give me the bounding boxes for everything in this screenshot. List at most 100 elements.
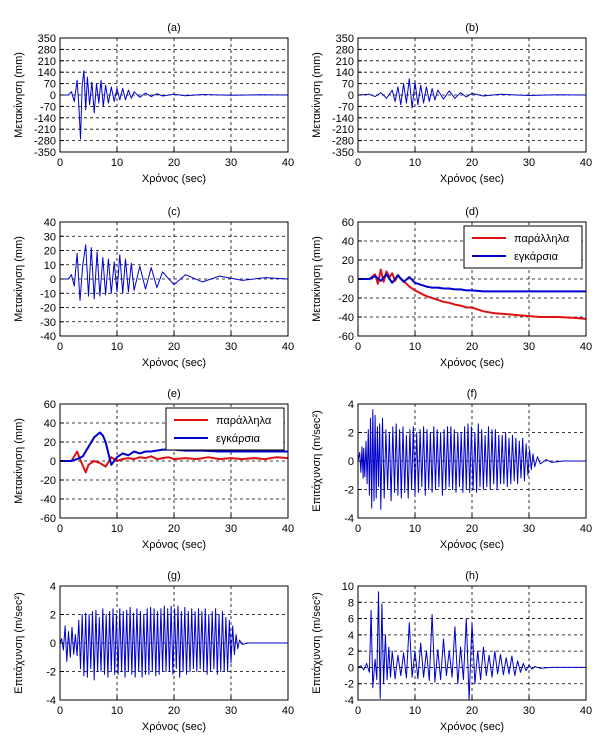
y-tick-label: 0	[348, 456, 354, 468]
chart-c: (c) 0 10 20 30 40 -40 -30 -20 -10 0 10 20 30 40 Χρόνος …	[13, 206, 294, 369]
x-tick-label: 10	[409, 341, 421, 353]
series-line-1	[60, 605, 288, 681]
x-tick-label: 20	[168, 157, 180, 169]
x-tick-label: 40	[282, 157, 294, 169]
y-tick-label: 8	[348, 597, 354, 609]
y-tick-label: 350	[336, 33, 354, 45]
series-line-1	[358, 591, 586, 700]
y-tick-label: -210	[332, 124, 354, 136]
chart-g: (g) 0 10 20 30 40 -4 -2 0 2 4 Χρόνος (sec) Επιτάχυνσ…	[13, 570, 294, 733]
x-tick-label: 20	[466, 523, 478, 535]
x-tick-label: 10	[111, 705, 123, 717]
y-tick-label: -60	[338, 331, 354, 343]
chart-title: (h)	[465, 570, 478, 582]
x-tick-label: 40	[580, 157, 592, 169]
x-tick-label: 20	[168, 523, 180, 535]
y-tick-label: 280	[336, 44, 354, 56]
y-tick-label: 0	[348, 274, 354, 286]
x-tick-label: 10	[111, 523, 123, 535]
chart-title: (b)	[465, 22, 478, 34]
series-line-παράλληλα	[60, 450, 288, 474]
y-tick-label: 20	[44, 246, 56, 258]
y-tick-label: 30	[44, 231, 56, 243]
y-tick-label: -2	[46, 667, 56, 679]
y-axis-label: Επιτάχυνση (m/sec²)	[311, 410, 323, 512]
y-tick-label: 0	[50, 90, 56, 102]
legend-box	[165, 407, 285, 451]
x-tick-label: 40	[580, 523, 592, 535]
x-tick-label: 40	[282, 523, 294, 535]
y-tick-label: -20	[338, 293, 354, 305]
y-tick-label: 6	[348, 614, 354, 626]
chart-title: (f)	[467, 388, 477, 400]
x-tick-label: 30	[225, 705, 237, 717]
x-tick-label: 20	[466, 705, 478, 717]
legend: παράλληλα εγκάρσια	[463, 225, 583, 269]
y-tick-label: 20	[44, 437, 56, 449]
y-axis-label: Μετακίνηση (mm)	[13, 236, 25, 322]
y-tick-label: 10	[44, 260, 56, 272]
y-tick-label: 0	[50, 638, 56, 650]
y-tick-label: 0	[348, 662, 354, 674]
y-tick-label: 280	[38, 44, 56, 56]
chart-title: (a)	[167, 22, 180, 34]
y-tick-label: 60	[342, 217, 354, 229]
y-tick-label: 0	[50, 274, 56, 286]
chart-d: (d) 0 10 20 30 40 -60 -40 -20 0 20 40 60 Χρόνος (sec)…	[311, 206, 592, 369]
x-tick-label: 30	[523, 157, 535, 169]
x-axis-label: Χρόνος (sec)	[142, 721, 206, 733]
x-axis-label: Χρόνος (sec)	[440, 173, 504, 185]
x-tick-label: 20	[466, 157, 478, 169]
y-tick-label: -280	[332, 136, 354, 148]
series-line-1	[60, 244, 288, 301]
chart-title: (c)	[168, 206, 181, 218]
x-axis-label: Χρόνος (sec)	[142, 173, 206, 185]
chart-e: (e) 0 10 20 30 40 -60 -40 -20 0 20 40 60 Χρόνος (sec)…	[13, 388, 294, 551]
y-axis-label: Μετακίνηση (mm)	[311, 52, 323, 138]
y-tick-label: 210	[38, 56, 56, 68]
x-tick-label: 20	[466, 341, 478, 353]
y-tick-label: 4	[348, 399, 354, 411]
x-axis-label: Χρόνος (sec)	[440, 539, 504, 551]
chart-title: (d)	[465, 206, 478, 218]
y-tick-label: 2	[348, 646, 354, 658]
y-tick-label: -140	[332, 113, 354, 125]
y-tick-label: 0	[50, 456, 56, 468]
legend-box	[463, 225, 583, 269]
x-axis-label: Χρόνος (sec)	[440, 721, 504, 733]
chart-title: (g)	[167, 570, 180, 582]
y-tick-label: -350	[34, 147, 56, 159]
y-tick-label: 60	[44, 399, 56, 411]
x-tick-label: 0	[57, 523, 63, 535]
x-axis-label: Χρόνος (sec)	[142, 357, 206, 369]
y-tick-label: -2	[344, 485, 354, 497]
y-tick-label: 0	[348, 90, 354, 102]
series-line-παράλληλα	[358, 268, 586, 320]
y-tick-label: -20	[40, 303, 56, 315]
y-tick-label: 10	[342, 581, 354, 593]
x-tick-label: 30	[225, 157, 237, 169]
x-tick-label: 40	[580, 341, 592, 353]
y-axis-label: Μετακίνηση (mm)	[311, 236, 323, 322]
y-tick-label: -4	[344, 695, 354, 707]
y-axis-label: Επιτάχυνση (m/sec²)	[311, 592, 323, 694]
x-tick-label: 30	[225, 341, 237, 353]
y-tick-label: 20	[342, 255, 354, 267]
chart-h: (h) 0 10 20 30 40 -4 -2 0 2 4 6 8 10 Χρόνος (sec) Επιτά…	[311, 570, 592, 733]
chart-a: (a)0 10 20 30 40-350-280-210-140-70070140210…	[13, 22, 294, 185]
y-axis-label: Επιτάχυνση (m/sec²)	[13, 592, 25, 694]
x-tick-label: 10	[409, 157, 421, 169]
x-tick-label: 20	[168, 705, 180, 717]
x-tick-label: 0	[57, 341, 63, 353]
x-tick-label: 40	[580, 705, 592, 717]
y-tick-label: -210	[34, 124, 56, 136]
x-tick-label: 0	[355, 523, 361, 535]
x-tick-label: 20	[168, 341, 180, 353]
x-tick-label: 0	[57, 705, 63, 717]
series-line-εγκάρσια	[358, 273, 586, 293]
y-tick-label: 140	[336, 67, 354, 79]
chart-b: (b)0 10 20 30 40-350-280-210-140-70070140210…	[311, 22, 592, 185]
y-tick-label: -10	[40, 288, 56, 300]
y-tick-label: 4	[50, 581, 56, 593]
x-tick-label: 0	[355, 157, 361, 169]
